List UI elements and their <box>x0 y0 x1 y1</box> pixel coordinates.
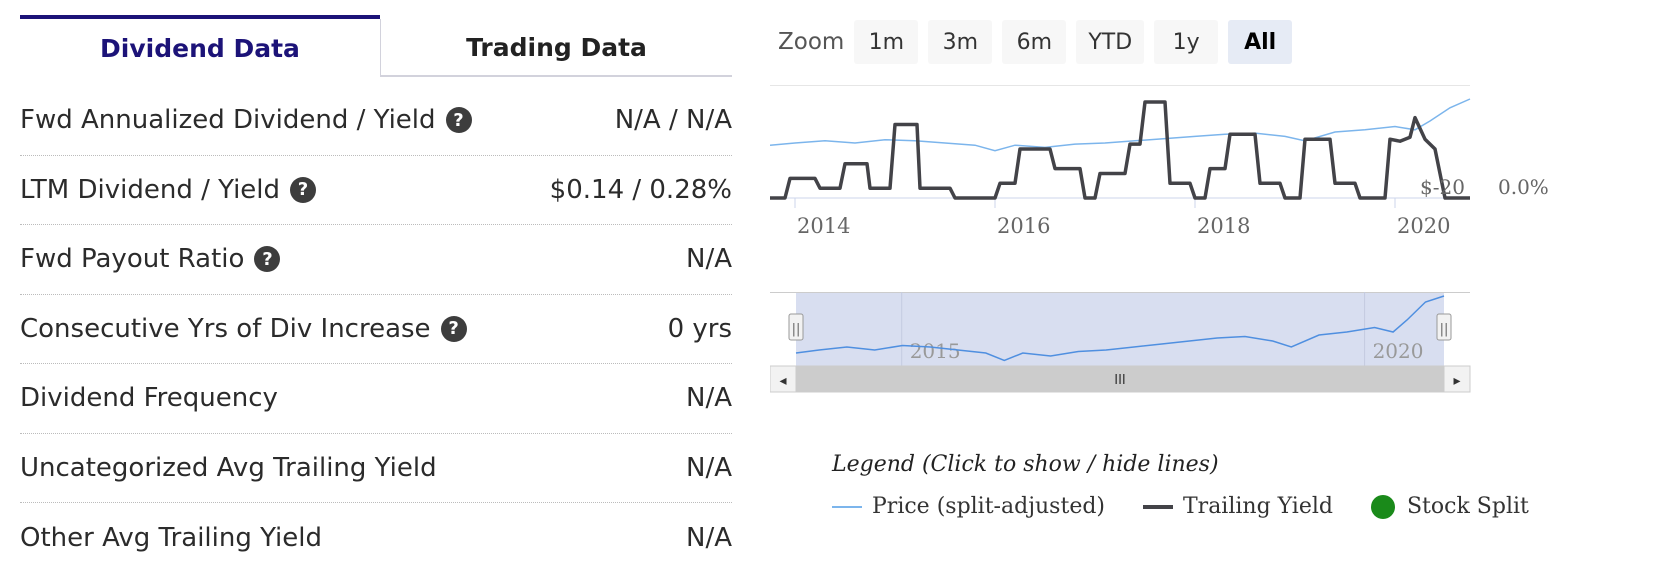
zoom-label: Zoom <box>778 29 845 55</box>
scroll-right-arrow-icon: ▸ <box>1453 373 1460 389</box>
price-axis-label: $-20 <box>1420 175 1465 199</box>
row-label: LTM Dividend / Yield? <box>20 174 317 205</box>
row-value: N/A / N/A <box>614 105 732 136</box>
row-label: Other Avg Trailing Yield <box>20 523 322 553</box>
data-row: Uncategorized Avg Trailing Yield N/A <box>20 434 732 503</box>
row-value: N/A <box>686 522 732 553</box>
row-label-text: Other Avg Trailing Yield <box>20 522 323 553</box>
navigator-tick-label: 2020 <box>1373 339 1424 363</box>
x-tick-label: 2020 <box>1397 214 1450 238</box>
data-row: Consecutive Yrs of Div Increase? 0 yrs <box>20 295 732 364</box>
scroll-left-arrow-icon: ◂ <box>779 373 786 389</box>
x-tick-label: 2016 <box>997 214 1050 238</box>
data-row: Other Avg Trailing Yield N/A <box>20 503 732 569</box>
legend-item[interactable]: Stock Split <box>1370 494 1529 519</box>
help-icon[interactable]: ? <box>440 315 467 342</box>
navigator-price-line <box>795 295 1445 362</box>
row-label: Dividend Frequency <box>20 383 278 413</box>
row-label-text: LTM Dividend / Yield <box>20 174 281 205</box>
yield-axis-label: 0.0% <box>1498 175 1549 199</box>
scrollbar-grip-icon: III <box>1114 373 1126 388</box>
row-label: Fwd Annualized Dividend / Yield? <box>20 105 472 135</box>
x-tick-label: 2014 <box>797 214 850 238</box>
zoom-button-all[interactable]: All <box>1228 20 1293 64</box>
help-icon[interactable]: ? <box>290 176 317 203</box>
data-row: Fwd Payout Ratio? N/A <box>20 225 732 295</box>
price-series-line <box>770 98 1471 152</box>
row-label: Uncategorized Avg Trailing Yield <box>20 453 437 483</box>
trailing-yield-series-line <box>770 100 1470 200</box>
legend-dot-icon <box>1370 494 1395 519</box>
zoom-button-1y[interactable]: 1y <box>1154 20 1219 64</box>
dividend-data-table: Fwd Annualized Dividend / Yield? N/A / N/… <box>20 86 732 569</box>
row-label: Consecutive Yrs of Div Increase? <box>20 314 467 344</box>
data-row: Dividend Frequency N/A <box>20 364 732 434</box>
handle-grip-icon: || <box>1440 322 1449 337</box>
data-row: Fwd Annualized Dividend / Yield? N/A / N/… <box>20 86 732 156</box>
row-value: N/A <box>686 452 732 483</box>
row-label-text: Dividend Frequency <box>20 383 278 414</box>
legend-title: Legend (Click to show / hide lines) <box>832 452 1219 477</box>
help-icon[interactable]: ? <box>254 246 281 273</box>
row-label-text: Uncategorized Avg Trailing Yield <box>20 452 437 483</box>
data-row: LTM Dividend / Yield? $0.14 / 0.28% <box>20 156 732 225</box>
x-tick-label: 2018 <box>1197 214 1250 238</box>
scroll-right-button[interactable] <box>1443 365 1471 393</box>
legend-line-icon <box>832 505 862 508</box>
handle-grip-icon: || <box>792 322 801 337</box>
legend-label: Trailing Yield <box>1183 494 1333 519</box>
row-label-text: Consecutive Yrs of Div Increase <box>20 313 431 344</box>
navigator-chart[interactable]: 2015 2020 || || ◂ ▸ III <box>770 292 1662 393</box>
navigator-right-handle[interactable] <box>1436 313 1452 341</box>
legend-line-icon <box>1143 504 1173 509</box>
legend-label: Stock Split <box>1406 494 1529 519</box>
help-icon[interactable]: ? <box>445 107 472 134</box>
chart-legend: Price (split-adjusted) Trailing Yield Stoc… <box>832 494 1567 519</box>
row-value: N/A <box>686 383 732 414</box>
tab-trading-data[interactable]: Trading Data <box>380 19 732 77</box>
dividend-panel: Dividend Data Trading Data Fwd Annualize… <box>20 0 732 569</box>
row-value: N/A <box>686 244 732 275</box>
row-label-text: Fwd Annualized Dividend / Yield <box>20 105 436 136</box>
tab-dividend-data[interactable]: Dividend Data <box>20 15 380 77</box>
zoom-button-1m[interactable]: 1m <box>854 20 919 64</box>
legend-item[interactable]: Trailing Yield <box>1143 494 1333 519</box>
chart-panel: Zoom 1m 3m 6m YTD 1y All 2014 2016 2018 2020 $-20… <box>770 0 1662 569</box>
zoom-bar: Zoom 1m 3m 6m YTD 1y All <box>778 20 1302 64</box>
row-label: Fwd Payout Ratio? <box>20 244 281 275</box>
main-chart[interactable]: 2014 2016 2018 2020 $-20 0.0% <box>770 85 1662 250</box>
navigator-tick-label: 2015 <box>910 339 961 363</box>
tab-bar: Dividend Data Trading Data <box>20 15 732 77</box>
row-label-text: Fwd Payout Ratio <box>20 244 245 275</box>
zoom-button-6m[interactable]: 6m <box>1002 20 1067 64</box>
scroll-left-button[interactable] <box>770 365 797 393</box>
navigator-mask <box>796 292 1444 366</box>
legend-item[interactable]: Price (split-adjusted) <box>832 494 1105 519</box>
zoom-button-ytd[interactable]: YTD <box>1076 20 1145 64</box>
legend-label: Price (split-adjusted) <box>872 494 1105 519</box>
scrollbar-thumb[interactable] <box>796 366 1444 392</box>
row-value: $0.14 / 0.28% <box>549 174 732 205</box>
row-value: 0 yrs <box>667 313 732 344</box>
navigator-left-handle[interactable] <box>788 313 804 341</box>
zoom-button-3m[interactable]: 3m <box>928 20 993 64</box>
